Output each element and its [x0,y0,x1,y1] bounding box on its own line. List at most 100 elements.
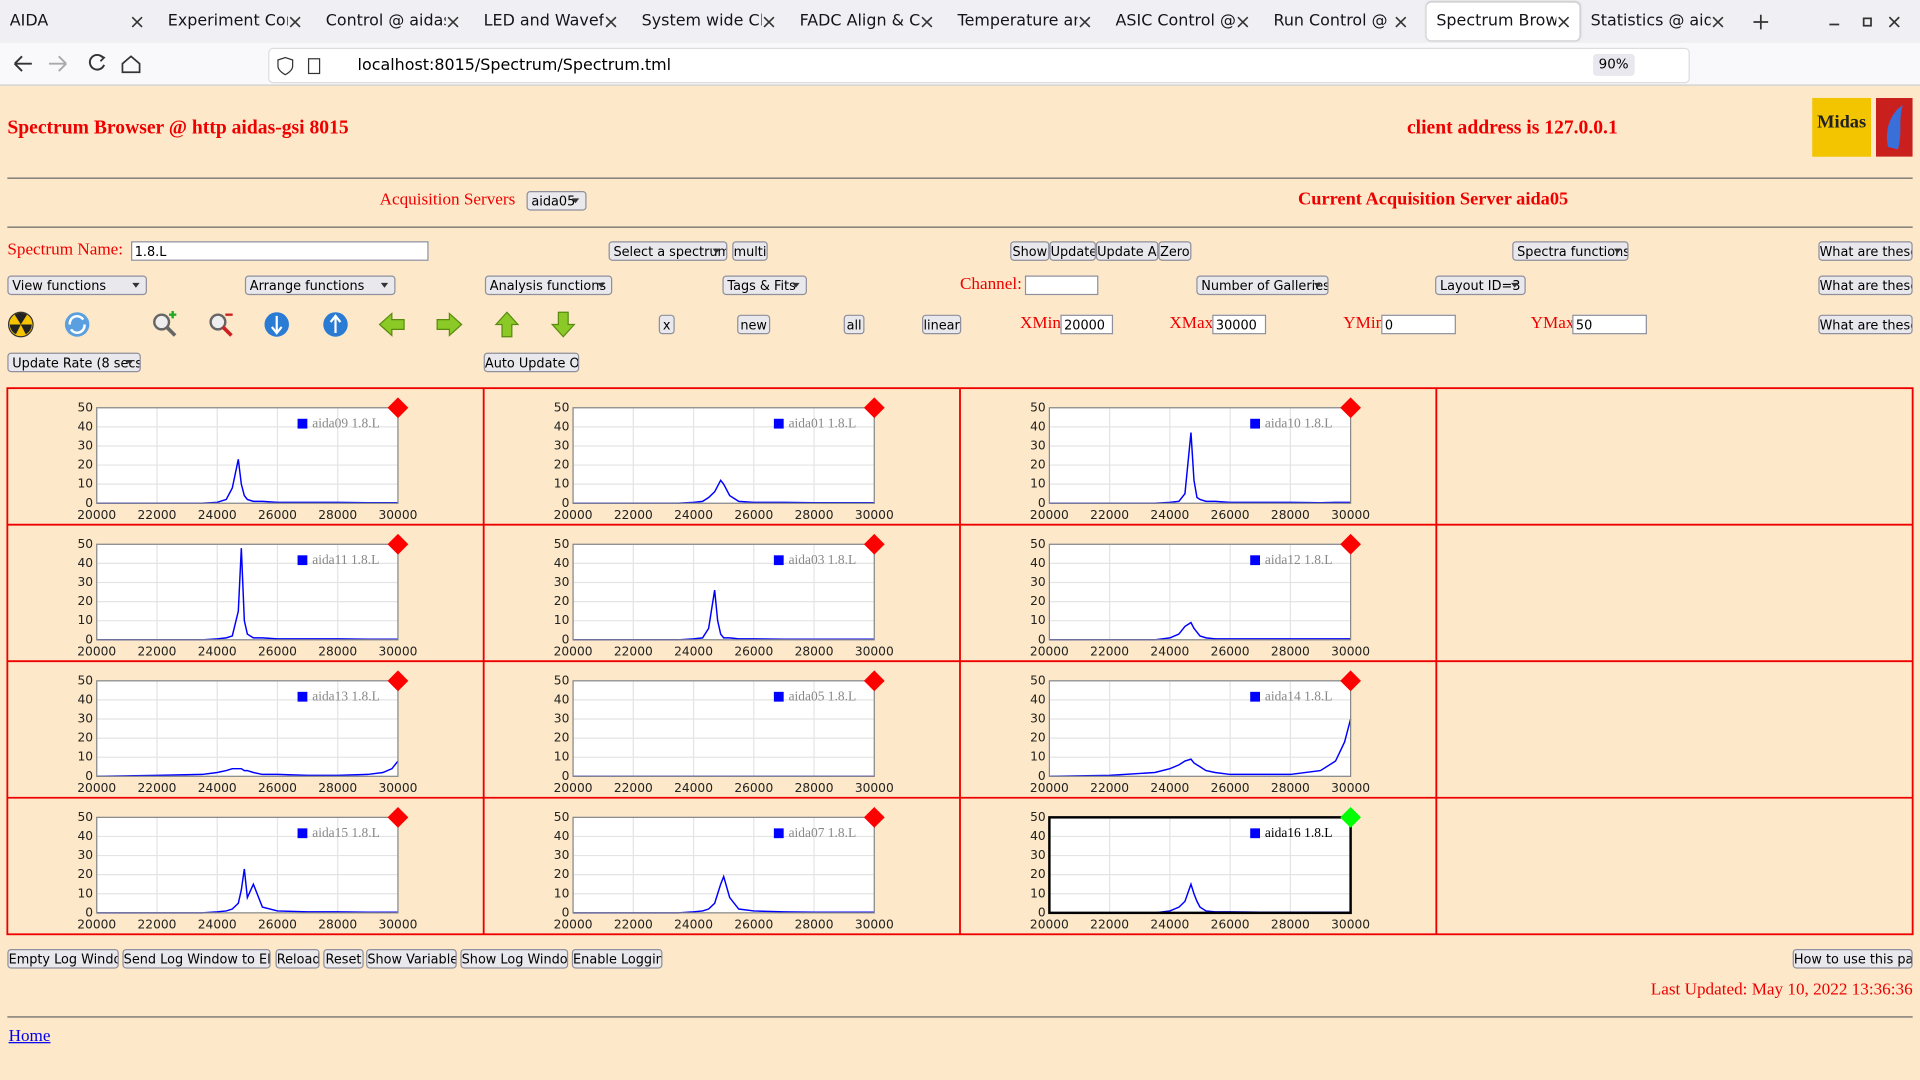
legend-label: aida14 1.8.L [1265,688,1333,703]
tab-close[interactable] [289,16,301,28]
tab-close[interactable] [131,16,143,28]
action-button[interactable]: Update All [1095,241,1159,261]
tab[interactable]: System wide Check [632,2,785,40]
tab[interactable]: Statistics @ aidas- [1581,2,1734,40]
range-label: YMax [1530,314,1575,334]
tab[interactable]: FADC Align & Cont [790,2,943,40]
x-tick-label: 24000 [674,918,713,932]
range-label: XMax [1169,314,1214,334]
zoom-level[interactable]: 90% [1592,53,1635,76]
tab-close[interactable] [763,16,775,28]
x-tick-label: 28000 [795,645,834,659]
tab-close[interactable] [1079,16,1091,28]
footer-button[interactable]: Send Log Window to ELog [122,948,271,969]
footer-button[interactable]: Enable Logging [571,948,663,969]
tab[interactable]: Control @ aidas-gs [316,2,469,40]
tab-close[interactable] [1712,16,1724,28]
x-tick-label: 20000 [554,781,593,795]
tool-icon[interactable] [321,310,350,339]
spectrum-line [96,760,399,778]
multi-button[interactable]: multi [732,241,768,261]
update-rate-select[interactable]: Update Rate (8 secs) [7,352,141,373]
midas-logo: Midas [1812,97,1872,157]
tab[interactable]: Experiment Contro [158,2,311,40]
tab[interactable]: AIDA [0,2,153,40]
footer-button[interactable]: Show Variables [366,948,457,969]
tab-close[interactable] [1237,16,1249,28]
y-tick-label: 30 [554,575,570,589]
spectra-functions[interactable]: Spectra functions [1512,241,1629,261]
footer-button[interactable]: Empty Log Window [7,948,119,969]
help-button[interactable]: What are these? [1818,275,1913,296]
action-button[interactable]: Show [1010,241,1050,261]
galleries-select[interactable]: Number of Galleries [1196,275,1329,296]
y-tick-label: 0 [562,496,570,510]
action-button[interactable]: Update [1049,241,1096,261]
range-input[interactable]: 0 [1381,314,1456,335]
spectrum-select[interactable]: Select a spectrum [608,241,728,261]
tab-close[interactable] [921,16,933,28]
y-tick-label: 20 [1030,867,1046,881]
tab-close[interactable] [1395,16,1407,28]
range-input[interactable]: 20000 [1060,314,1114,335]
legend-swatch [297,418,308,429]
tool-button[interactable]: linear [922,314,962,335]
channel-input[interactable] [1024,275,1099,296]
server-select[interactable]: aida05 [526,191,587,211]
tab[interactable]: LED and Waveform [474,2,627,40]
tab[interactable]: Temperature and s [948,2,1101,40]
x-tick-label: 20000 [1030,918,1069,932]
x-tick-label: 22000 [1090,645,1129,659]
help-button[interactable]: How to use this page [1792,948,1913,969]
legend-label: aida12 1.8.L [1265,552,1333,567]
tool-icon[interactable] [149,310,178,339]
help-button[interactable]: What are these? [1818,241,1913,261]
tool-icon[interactable] [435,310,464,339]
help-button[interactable]: What are these? [1818,314,1913,335]
x-tick-label: 20000 [1030,781,1069,795]
layout-select[interactable]: Layout ID=3 [1435,275,1526,296]
tool-icon[interactable] [549,310,578,339]
tab-close[interactable] [605,16,617,28]
tool-icon[interactable] [6,310,35,339]
x-tick-label: 24000 [198,918,237,932]
x-tick-label: 28000 [1271,781,1310,795]
tool-icon[interactable] [492,310,521,339]
spectrum-name-input[interactable]: 1.8.L [131,241,429,261]
footer-button[interactable]: Show Log Window [460,948,569,969]
tool-icon[interactable] [377,310,406,339]
tab[interactable]: Spectrum Browser [1426,2,1580,41]
tab[interactable]: ASIC Control @ aic [1106,2,1259,40]
nav-buttons[interactable] [10,51,157,75]
tool-icon[interactable] [62,310,91,339]
tab-close[interactable] [447,16,459,28]
tool-icon[interactable] [206,310,235,339]
home-link[interactable]: Home [8,1027,51,1046]
function-select[interactable]: View functions [7,275,147,296]
tab-close[interactable] [1558,16,1570,28]
x-tick-label: 24000 [198,781,237,795]
footer-button[interactable]: Reload [275,948,320,969]
tool-button[interactable]: all [843,314,865,335]
spectrum-line [1049,621,1351,641]
tool-button[interactable]: new [737,314,771,335]
function-select[interactable]: Tags & Fits [722,275,807,296]
action-button[interactable]: Zero [1158,241,1192,261]
y-tick-label: 40 [554,692,570,706]
range-input[interactable]: 30000 [1212,314,1267,335]
x-tick-label: 26000 [734,918,773,932]
function-select[interactable]: Arrange functions [244,275,396,296]
range-input[interactable]: 50 [1572,314,1647,335]
window-controls[interactable] [1749,10,1920,34]
y-tick-label: 0 [562,632,570,646]
x-tick-label: 22000 [1090,918,1129,932]
function-select[interactable]: Analysis functions [484,275,613,296]
url-bar[interactable]: localhost:8015/Spectrum/Spectrum.tml 90% [268,47,1690,84]
plot-area [1049,680,1351,777]
tab[interactable]: Run Control @ aida [1264,2,1417,40]
auto-update-button[interactable]: Auto Update ON [483,352,580,373]
tool-icon[interactable] [262,310,291,339]
x-tick-label: 22000 [138,645,177,659]
footer-button[interactable]: Reset [323,948,364,969]
tool-button[interactable]: x [658,314,675,335]
